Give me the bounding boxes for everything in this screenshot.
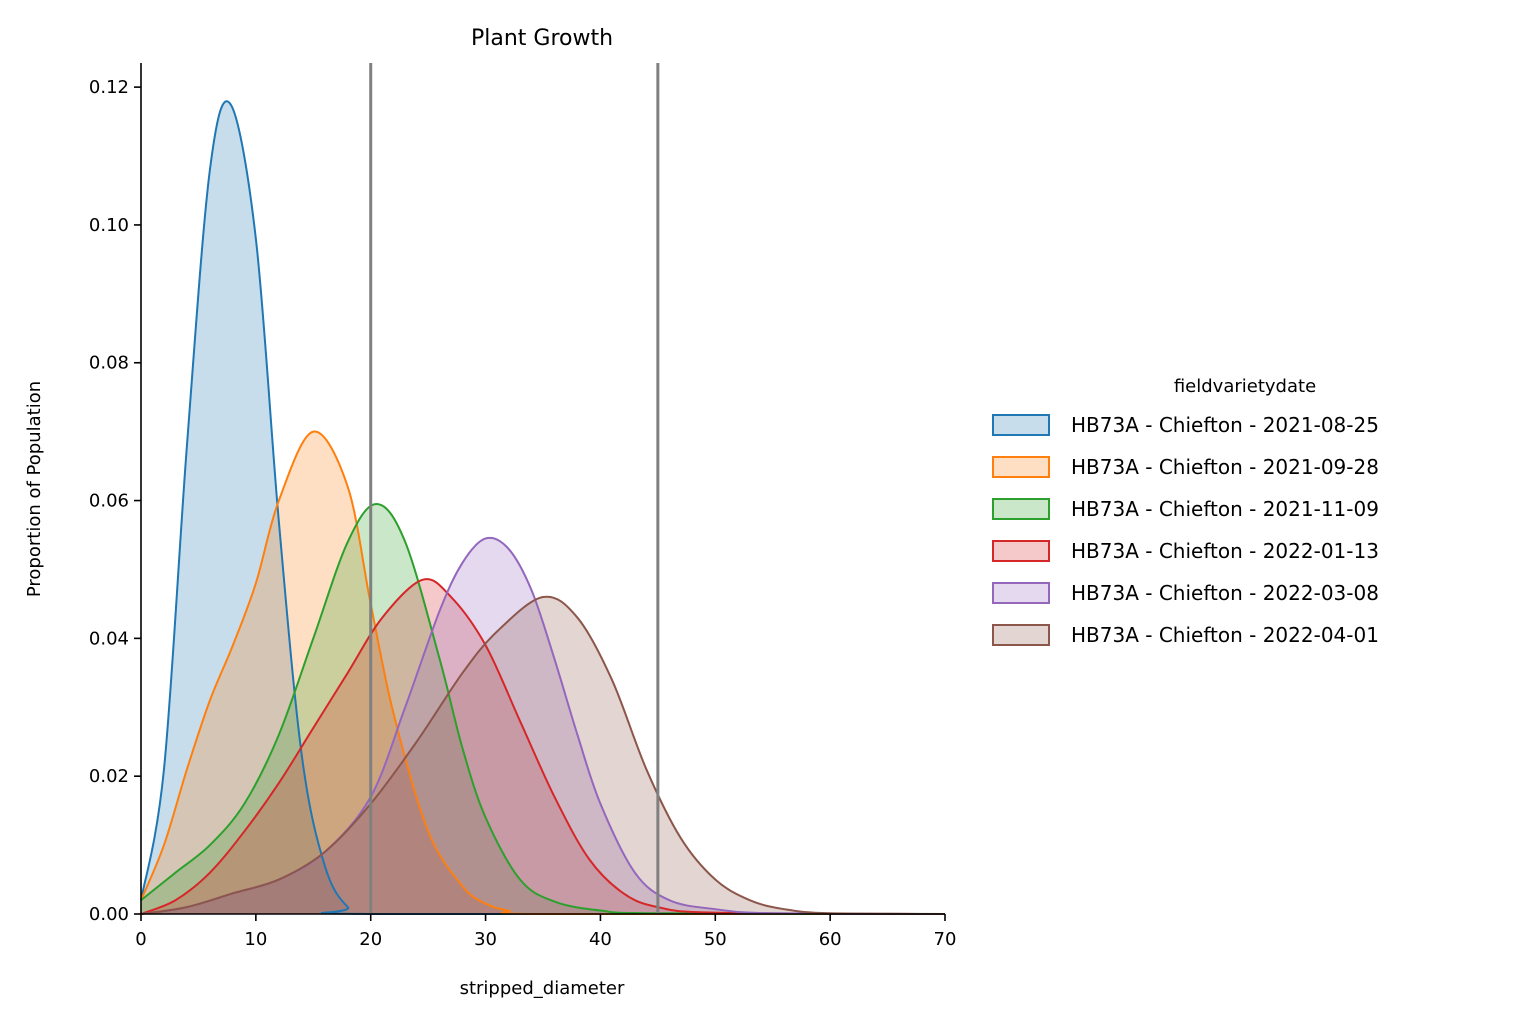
y-tick-label: 0.00 [89,904,129,925]
legend-swatch [992,456,1050,478]
x-tick-label: 10 [244,929,267,950]
y-tick-label: 0.08 [89,353,129,374]
legend-label: HB73A - Chiefton - 2022-01-13 [1071,539,1379,563]
x-tick-label: 20 [359,929,382,950]
legend-swatch [992,540,1050,562]
legend-item: HB73A - Chiefton - 2022-01-13 [992,539,1379,563]
density-line-2 [140,502,946,915]
density-fill-4 [141,537,945,914]
x-tick-label: 50 [704,929,727,950]
legend-item: HB73A - Chiefton - 2021-11-09 [992,497,1379,521]
x-tick-label: 40 [589,929,612,950]
legend-label: HB73A - Chiefton - 2021-09-28 [1071,455,1379,479]
y-axis-label: Proportion of Population [24,381,45,597]
y-tick-label: 0.10 [89,215,129,236]
density-line-5 [140,595,946,915]
y-tick-label: 0.04 [89,628,129,649]
legend-label: HB73A - Chiefton - 2022-03-08 [1071,581,1379,605]
legend-label: HB73A - Chiefton - 2022-04-01 [1071,623,1379,647]
legend-label: HB73A - Chiefton - 2021-08-25 [1071,413,1379,437]
legend-label: HB73A - Chiefton - 2021-11-09 [1071,497,1379,521]
series-fills [141,101,945,914]
x-tick-label: 60 [819,929,842,950]
legend-swatch [992,582,1050,604]
density-fill-3 [141,579,945,914]
density-fill-5 [141,596,945,914]
axes: 0 10 20 30 40 50 60 70 0.00 0.02 0.04 0.06 0.08 0.10 0… [89,63,957,950]
legend-item: HB73A - Chiefton - 2021-08-25 [992,413,1379,437]
legend-item: HB73A - Chiefton - 2021-09-28 [992,455,1379,479]
legend: fieldvarietydate HB73A - Chiefton - 2021… [992,376,1379,647]
legend-item: HB73A - Chiefton - 2022-03-08 [992,581,1379,605]
chart-title: Plant Growth [471,26,613,51]
reference-lines [369,63,660,914]
legend-title: fieldvarietydate [1174,376,1316,397]
legend-swatch [992,414,1050,436]
density-fill-1 [141,431,945,914]
density-fill-2 [141,504,945,914]
legend-swatch [992,624,1050,646]
x-tick-label: 70 [934,929,957,950]
legend-item: HB73A - Chiefton - 2022-04-01 [992,623,1379,647]
density-line-1 [140,430,945,916]
legend-swatch [992,498,1050,520]
x-tick-label: 0 [135,929,146,950]
density-line-3 [140,578,946,915]
x-tick-label: 30 [474,929,497,950]
x-axis-label: stripped_diameter [460,978,625,999]
y-tick-label: 0.12 [89,77,129,98]
y-tick-label: 0.06 [89,491,129,512]
y-tick-label: 0.02 [89,766,129,787]
